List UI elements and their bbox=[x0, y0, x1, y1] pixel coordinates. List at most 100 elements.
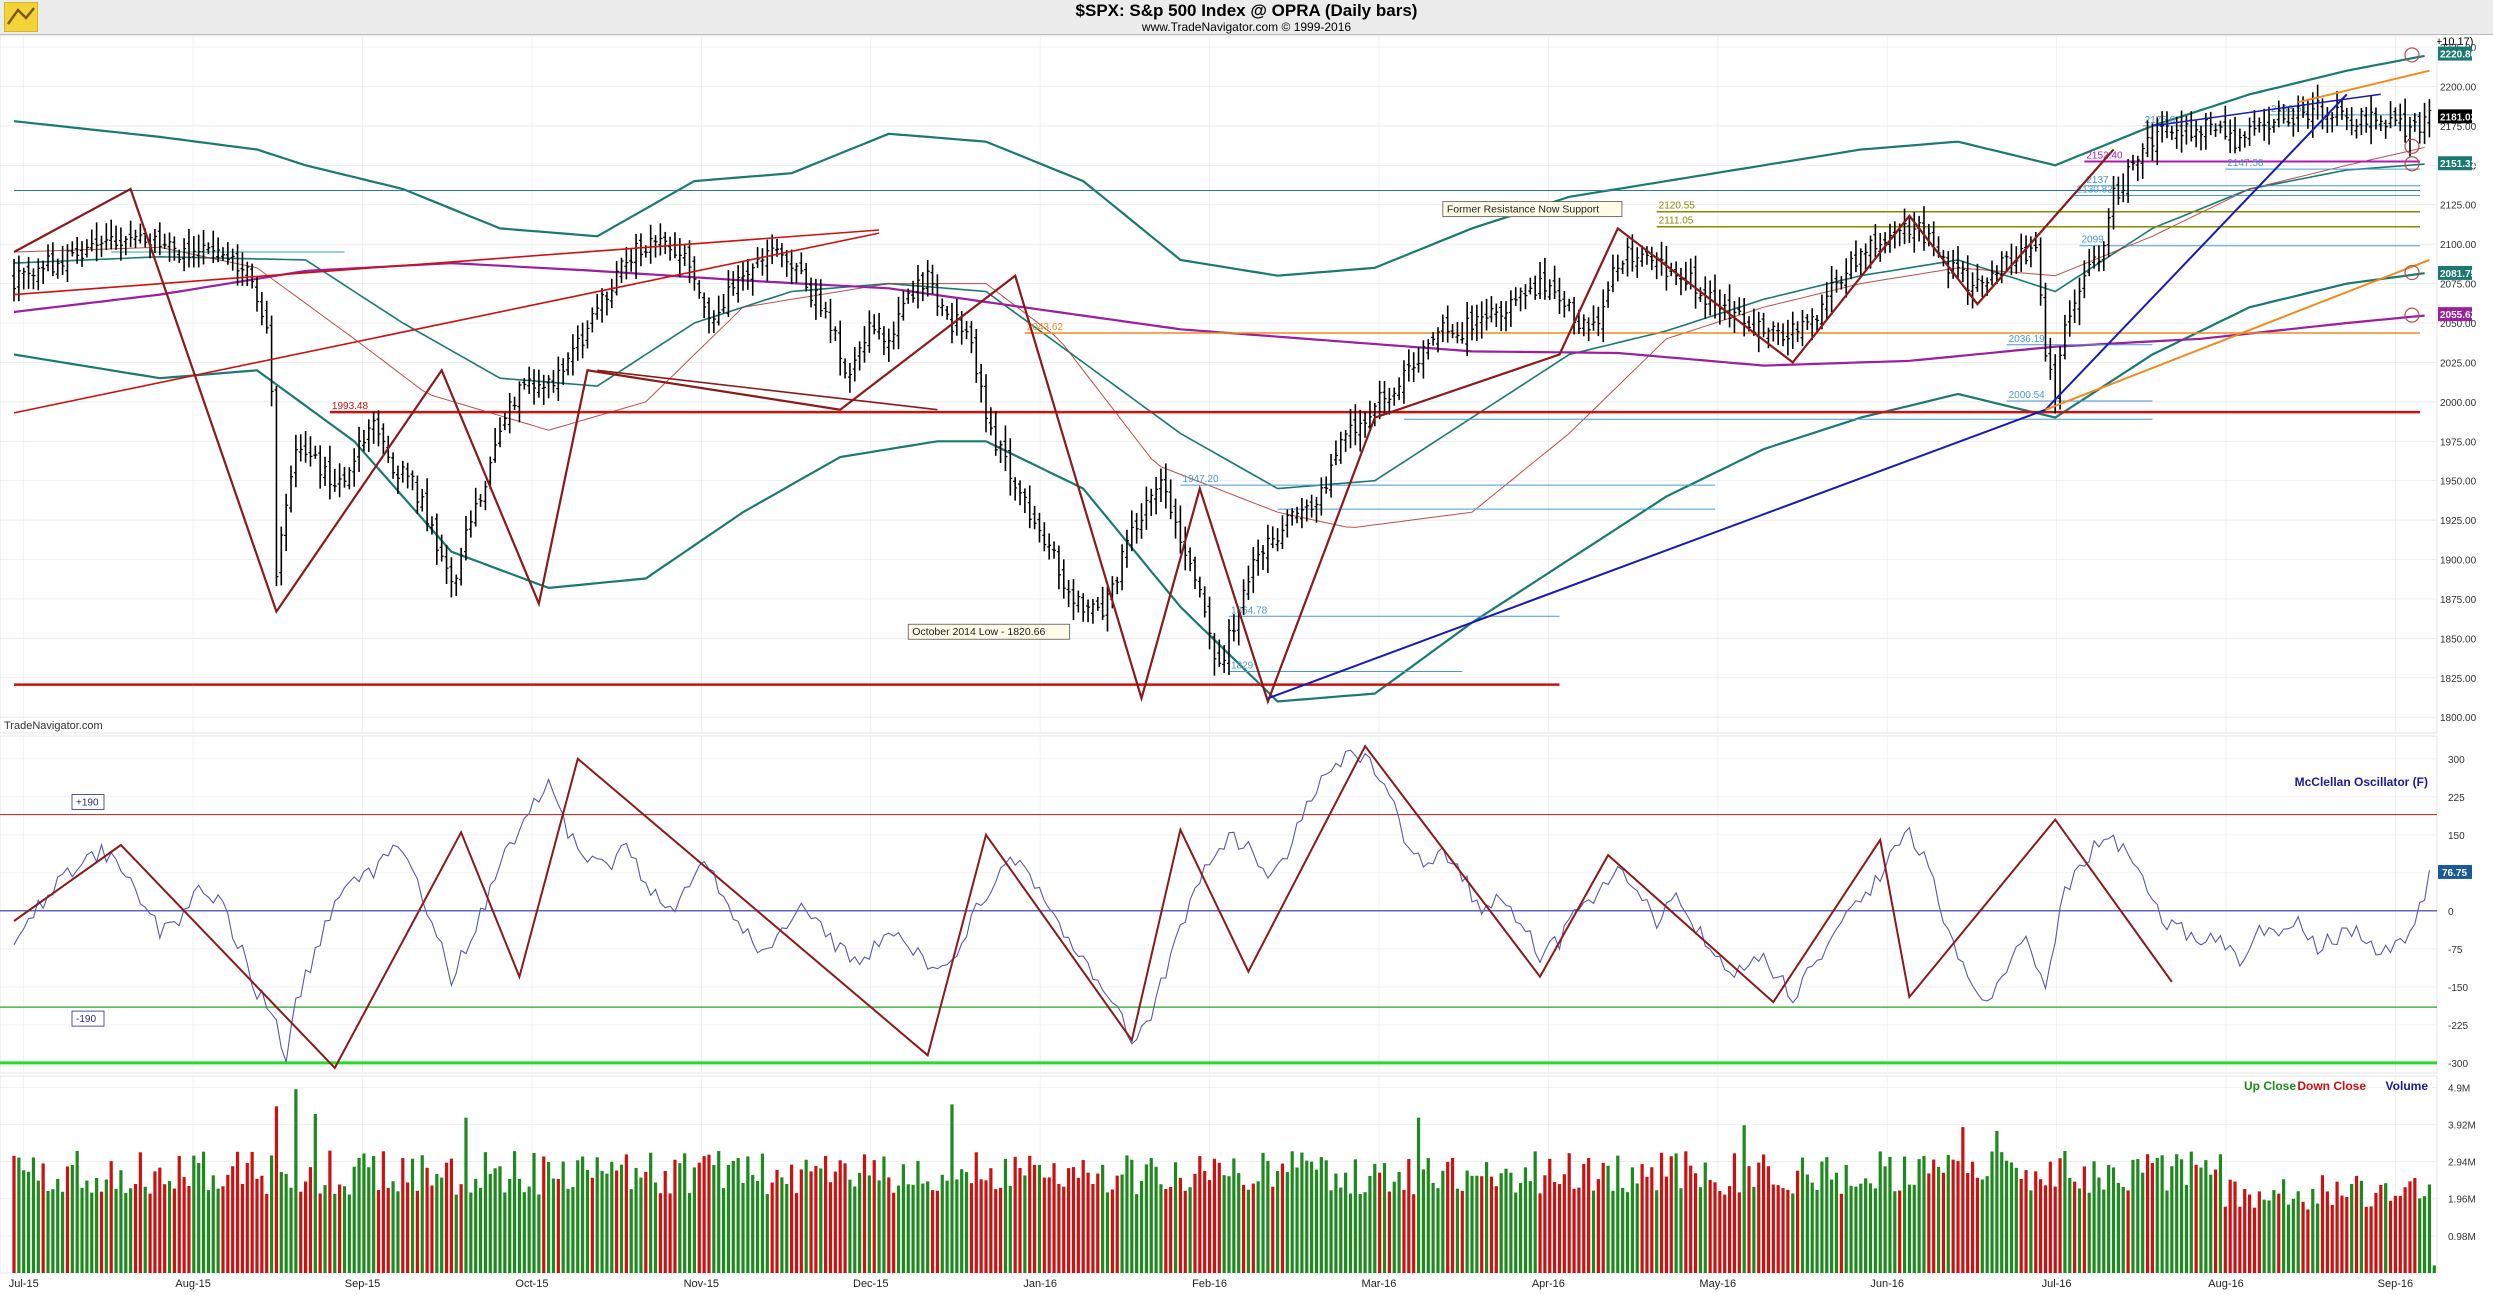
volume-bar bbox=[2111, 1167, 2116, 1273]
osc-value-label: 76.75 bbox=[2442, 868, 2467, 879]
volume-bar bbox=[746, 1156, 750, 1273]
date-tick-label: Aug-15 bbox=[175, 1278, 210, 1290]
volume-bar bbox=[410, 1158, 415, 1273]
volume-bar bbox=[240, 1184, 245, 1273]
volume-bar bbox=[2422, 1196, 2427, 1273]
price-axis-badge bbox=[2438, 46, 2472, 61]
volume-bar bbox=[2014, 1167, 2018, 1273]
price-tick-label: 1825.00 bbox=[2440, 674, 2477, 685]
volume-bar bbox=[2194, 1164, 2198, 1273]
volume-bar bbox=[964, 1172, 969, 1273]
volume-bar bbox=[1844, 1164, 1848, 1273]
price-axis-badge-label: 2055.62 bbox=[2440, 310, 2477, 321]
price-bars bbox=[12, 84, 2432, 676]
volume-bar bbox=[1596, 1179, 1600, 1273]
volume-bar bbox=[537, 1194, 541, 1273]
volume-bar bbox=[255, 1178, 259, 1273]
volume-bar bbox=[1830, 1179, 1834, 1273]
volume-bar bbox=[1917, 1159, 1921, 1273]
volume-bar bbox=[46, 1191, 50, 1273]
line-end-marker bbox=[2404, 47, 2420, 63]
oscillator-title: McClellan Oscillator (F) bbox=[2295, 775, 2428, 789]
volume-bar bbox=[2306, 1209, 2310, 1273]
volume-bar bbox=[770, 1182, 774, 1273]
volume-bar bbox=[809, 1171, 813, 1273]
volume-bar bbox=[172, 1188, 176, 1273]
volume-bar bbox=[1305, 1160, 1309, 1273]
volume-bar bbox=[1421, 1169, 1425, 1273]
volume-bar bbox=[882, 1156, 886, 1273]
volume-bar bbox=[877, 1180, 881, 1273]
volume-bar bbox=[707, 1154, 711, 1273]
volume-bar bbox=[644, 1171, 648, 1273]
volume-bar bbox=[2354, 1175, 2359, 1273]
volume-bar bbox=[2427, 1184, 2432, 1273]
volume-bar bbox=[736, 1157, 740, 1273]
volume-bar bbox=[1990, 1151, 1994, 1273]
volume-bar bbox=[488, 1173, 492, 1273]
volume-bar bbox=[1888, 1156, 1892, 1273]
volume-bar bbox=[347, 1194, 351, 1273]
volume-bar bbox=[678, 1163, 682, 1273]
volume-bar bbox=[969, 1183, 974, 1273]
volume-bar bbox=[2340, 1195, 2344, 1273]
volume-bar bbox=[153, 1171, 157, 1273]
volume-bar bbox=[167, 1180, 172, 1273]
volume-bar bbox=[2155, 1157, 2159, 1273]
volume-bar bbox=[1577, 1187, 1581, 1273]
date-tick-label: Oct-15 bbox=[515, 1278, 548, 1290]
price-y-axis: 1800.00 1825.00 1850.00 1875.00 1900.00 1925.… bbox=[2404, 43, 2477, 724]
volume-bar bbox=[1091, 1183, 1095, 1273]
volume-bar bbox=[1062, 1186, 1066, 1273]
volume-bar bbox=[974, 1152, 978, 1273]
volume-bar bbox=[22, 1170, 26, 1273]
volume-bar bbox=[906, 1184, 910, 1273]
volume-bar bbox=[1183, 1190, 1187, 1273]
price-tick-label: 2075.00 bbox=[2440, 280, 2477, 291]
volume-bar bbox=[406, 1182, 410, 1273]
volume-bar bbox=[1008, 1185, 1012, 1273]
volume-bar bbox=[1907, 1184, 1911, 1273]
volume-bar bbox=[289, 1187, 293, 1273]
volume-bar bbox=[2024, 1170, 2028, 1273]
volume-bar bbox=[357, 1157, 361, 1273]
volume-bar bbox=[1173, 1162, 1178, 1273]
volume-bar bbox=[2257, 1191, 2261, 1273]
orange-trendline bbox=[2045, 258, 2430, 411]
volume-bar bbox=[362, 1153, 366, 1273]
volume-bar bbox=[1640, 1164, 1644, 1273]
volume-bar bbox=[308, 1167, 313, 1273]
date-tick-label: Aug-16 bbox=[2208, 1278, 2243, 1290]
price-tick-label: 1900.00 bbox=[2440, 556, 2477, 567]
volume-bar bbox=[148, 1193, 152, 1273]
volume-bar bbox=[192, 1155, 196, 1273]
volume-bar bbox=[819, 1168, 823, 1273]
volume-bar bbox=[56, 1178, 60, 1273]
volume-bar bbox=[1548, 1158, 1552, 1273]
volume-bar bbox=[2393, 1195, 2397, 1273]
volume-bar bbox=[95, 1178, 99, 1273]
volume-bar bbox=[1533, 1151, 1537, 1273]
volume-bar bbox=[1426, 1157, 1430, 1273]
volume-bar bbox=[2126, 1190, 2130, 1273]
volume-bar bbox=[532, 1152, 536, 1273]
volume-bar bbox=[1052, 1163, 1056, 1273]
date-tick-label: Jul-16 bbox=[2042, 1278, 2072, 1290]
volume-bar bbox=[1864, 1178, 1868, 1273]
volume-bar bbox=[201, 1151, 206, 1273]
volume-bar bbox=[1504, 1168, 1508, 1273]
volume-bar bbox=[1523, 1167, 1528, 1273]
volume-bar bbox=[2199, 1167, 2203, 1273]
volume-bar bbox=[2296, 1191, 2300, 1273]
volume-bar bbox=[1480, 1176, 1484, 1273]
volume-bar bbox=[950, 1104, 954, 1273]
volume-bar bbox=[1946, 1155, 1950, 1273]
volume-bar bbox=[1130, 1159, 1134, 1273]
volume-bar bbox=[1859, 1183, 1863, 1273]
volume-bar bbox=[104, 1179, 108, 1273]
date-tick-label: Dec-15 bbox=[853, 1278, 888, 1290]
volume-bar bbox=[1693, 1173, 1698, 1273]
volume-bar bbox=[1708, 1179, 1712, 1273]
osc-tick-label: 225 bbox=[2448, 793, 2465, 804]
volume-bar bbox=[653, 1182, 658, 1273]
